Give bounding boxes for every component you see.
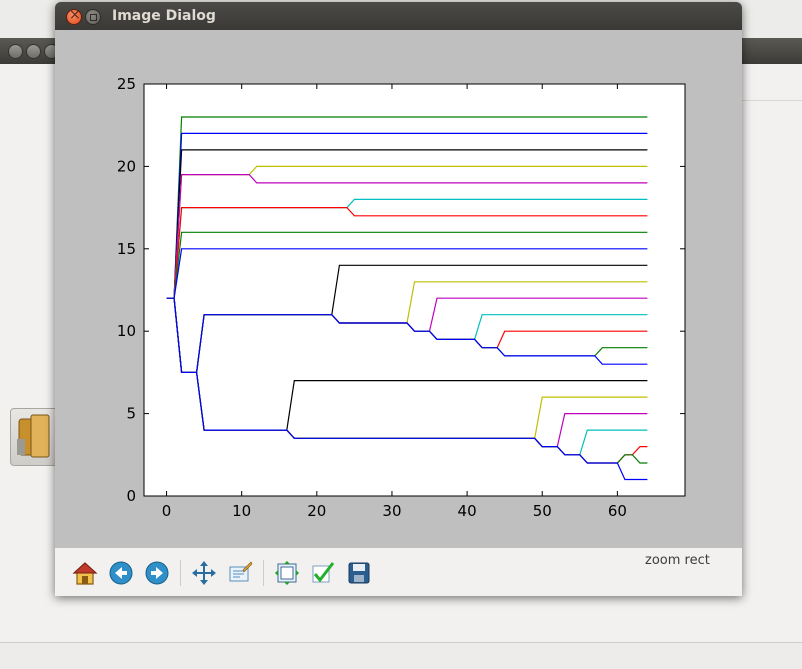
x-tick-label: 20 bbox=[307, 502, 326, 520]
home-button[interactable] bbox=[72, 560, 98, 586]
y-tick-label: 25 bbox=[117, 75, 136, 93]
toolbar-separator bbox=[180, 560, 181, 586]
y-tick-label: 10 bbox=[117, 322, 136, 340]
x-tick-label: 50 bbox=[533, 502, 552, 520]
navigation-toolbar: zoom rect bbox=[55, 548, 742, 596]
status-label: zoom rect bbox=[645, 553, 710, 568]
y-tick-label: 20 bbox=[117, 157, 136, 175]
y-axis: 0 5 10 15 20 25 bbox=[117, 75, 685, 505]
x-tick-label: 0 bbox=[162, 502, 172, 520]
dialog-title: Image Dialog bbox=[112, 8, 216, 24]
background-left-panel bbox=[0, 100, 58, 640]
subplots-button[interactable] bbox=[274, 560, 300, 586]
y-tick-label: 0 bbox=[126, 487, 136, 505]
pan-button[interactable] bbox=[191, 560, 217, 586]
edit-axes-button[interactable] bbox=[310, 560, 336, 586]
zoom-button[interactable] bbox=[227, 560, 253, 586]
x-tick-label: 30 bbox=[382, 502, 401, 520]
background-close-button[interactable] bbox=[8, 44, 23, 59]
series-line-22 bbox=[166, 297, 648, 481]
folder-icon bbox=[17, 414, 50, 458]
y-tick-label: 15 bbox=[117, 240, 136, 258]
maximize-button[interactable] bbox=[85, 9, 101, 25]
line-chart: 0 10 20 30 40 50 60 0 5 10 15 20 25 bbox=[117, 75, 686, 520]
back-button[interactable] bbox=[108, 560, 134, 586]
folder-button[interactable] bbox=[10, 408, 58, 466]
image-dialog: Image Dialog 0 10 20 30 40 50 60 0 5 10 15 20 25 bbox=[55, 2, 742, 596]
x-axis: 0 10 20 30 40 50 60 bbox=[162, 84, 627, 520]
close-button[interactable] bbox=[66, 7, 82, 25]
x-tick-label: 60 bbox=[608, 502, 627, 520]
x-tick-label: 10 bbox=[232, 502, 251, 520]
x-tick-label: 40 bbox=[458, 502, 477, 520]
plot-area bbox=[143, 83, 686, 497]
save-button[interactable] bbox=[346, 560, 372, 586]
figure-canvas[interactable]: 0 10 20 30 40 50 60 0 5 10 15 20 25 bbox=[55, 30, 742, 548]
series-group bbox=[166, 116, 648, 481]
toolbar-separator bbox=[263, 560, 264, 586]
dialog-titlebar[interactable]: Image Dialog bbox=[55, 2, 742, 30]
y-tick-label: 5 bbox=[126, 405, 136, 423]
background-minimize-button[interactable] bbox=[26, 44, 41, 59]
background-statusbar bbox=[0, 642, 802, 669]
forward-button[interactable] bbox=[144, 560, 170, 586]
